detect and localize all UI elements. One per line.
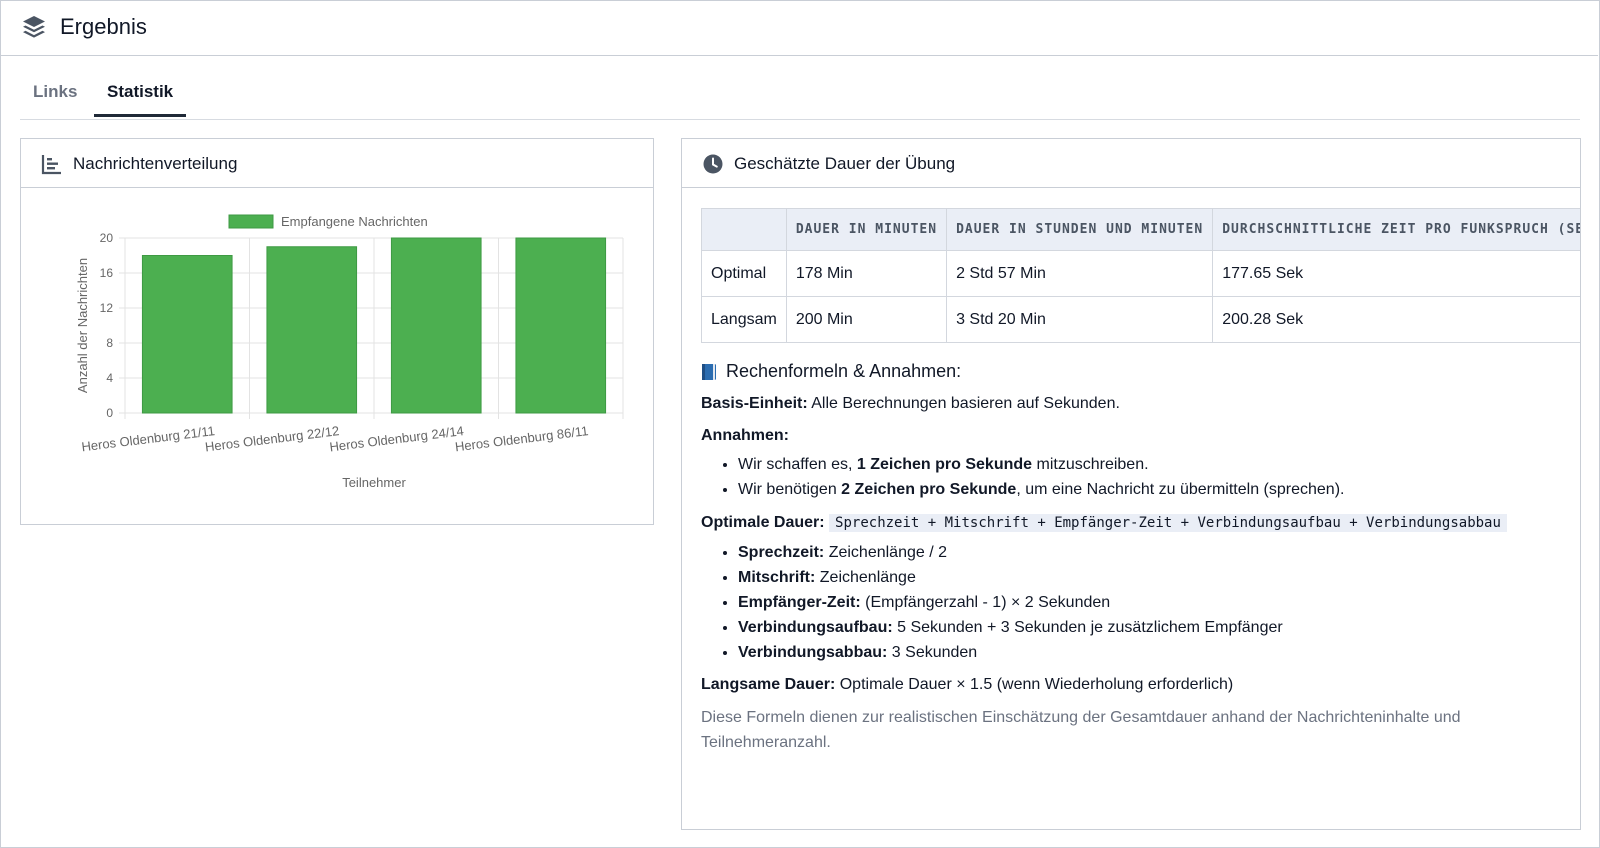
table-cell: 2 Std 57 Min [946, 250, 1214, 297]
page-title: Ergebnis [60, 14, 147, 39]
bar [515, 237, 607, 414]
formulas-title-text: Rechenformeln & Annahmen: [726, 361, 962, 381]
legend-label: Empfangene Nachrichten [281, 214, 428, 229]
formulas-title: Rechenformeln & Annahmen: [701, 361, 1561, 382]
clock-icon [703, 154, 723, 174]
item-label: Sprechzeit: [738, 544, 825, 561]
card-header: Nachrichtenverteilung [21, 139, 653, 188]
item-text: Zeichenlänge [819, 569, 916, 586]
slow-label: Langsame Dauer: [701, 676, 836, 693]
slow-text: Optimale Dauer × 1.5 (wenn Wiederholung … [839, 676, 1234, 693]
y-tick-label: 12 [100, 301, 114, 315]
x-tick-label: Heros Oldenburg 22/12 [204, 423, 340, 454]
item-text: 5 Sekunden + 3 Sekunden je zusätzlichem … [897, 619, 1283, 636]
assumption-bold: 2 Zeichen pro Sekunde [841, 481, 1017, 498]
assumptions-heading: Annahmen: [701, 424, 1561, 448]
formulas-section: Rechenformeln & Annahmen: Basis-Einheit:… [701, 361, 1561, 763]
item-label: Mitschrift: [738, 569, 816, 586]
duration-table: DAUER IN MINUTEN DAUER IN STUNDEN UND MI… [701, 208, 1580, 343]
active-tab-indicator [94, 114, 186, 117]
x-tick-label: Heros Oldenburg 21/11 [81, 423, 216, 454]
tab-bar: Links Statistik [20, 72, 1580, 120]
slow-duration: Langsame Dauer: Optimale Dauer × 1.5 (we… [701, 673, 1561, 697]
tab-statistik[interactable]: Statistik [107, 82, 174, 101]
item-text: Zeichenlänge / 2 [828, 544, 948, 561]
message-distribution-card: Nachrichtenverteilung 0 4 8 12 16 20 Heros Old… [20, 138, 654, 525]
legend-swatch [228, 214, 274, 229]
card-header: Geschätzte Dauer der Übung [682, 139, 1580, 188]
list-item: Verbindungsabbau: 3 Sekunden [738, 640, 1561, 665]
table-cell: 3 Std 20 Min [946, 296, 1214, 343]
optimal-label: Optimale Dauer: [701, 514, 825, 531]
bar [141, 255, 233, 414]
formula-items-list: Sprechzeit: Zeichenlänge / 2 Mitschrift:… [701, 540, 1561, 665]
y-tick-label: 0 [106, 406, 113, 420]
assumptions-label: Annahmen: [701, 427, 789, 444]
assumptions-list: Wir schaffen es, 1 Zeichen pro Sekunde m… [701, 452, 1561, 502]
formulas-note: Diese Formeln dienen zur realistischen E… [701, 709, 1461, 751]
column-header: DAUER IN STUNDEN UND MINUTEN [946, 208, 1214, 251]
list-item: Empfänger-Zeit: (Empfängerzahl - 1) × 2 … [738, 590, 1561, 615]
item-label: Empfänger-Zeit: [738, 594, 861, 611]
list-item: Verbindungsaufbau: 5 Sekunden + 3 Sekund… [738, 615, 1561, 640]
y-tick-label: 16 [100, 266, 114, 280]
assumption-bold: 1 Zeichen pro Sekunde [856, 456, 1033, 473]
y-tick-label: 20 [100, 231, 114, 245]
table-cell: 200.28 Sek [1212, 296, 1580, 343]
bar-chart-icon [41, 155, 61, 175]
table-cell: Optimal [701, 250, 787, 297]
bar [390, 237, 482, 414]
x-axis-title: Teilnehmer [342, 475, 406, 490]
y-tick-label: 4 [106, 371, 113, 385]
table-cell: 177.65 Sek [1212, 250, 1580, 297]
page-header: Ergebnis [0, 0, 1598, 56]
list-item: Wir schaffen es, 1 Zeichen pro Sekunde m… [738, 452, 1561, 477]
optimal-formula: Sprechzeit + Mitschrift + Empfänger-Zeit… [829, 514, 1507, 532]
item-label: Verbindungsaufbau: [738, 619, 893, 636]
x-tick-label: Heros Oldenburg 86/11 [454, 423, 589, 454]
list-item: Sprechzeit: Zeichenlänge / 2 [738, 540, 1561, 565]
card-title: Nachrichtenverteilung [73, 154, 238, 173]
column-header: DAUER IN MINUTEN [785, 208, 948, 251]
table-row: Optimal 178 Min 2 Std 57 Min 177.65 Sek [701, 250, 1580, 297]
basis-text: Alle Berechnungen basieren auf Sekunden. [811, 395, 1120, 412]
tab-links[interactable]: Links [33, 82, 78, 101]
table-header-row: DAUER IN MINUTEN DAUER IN STUNDEN UND MI… [701, 208, 1580, 251]
x-tick-label: Heros Oldenburg 24/14 [329, 423, 465, 454]
optimal-duration: Optimale Dauer: Sprechzeit + Mitschrift … [701, 510, 1561, 536]
assumption-text: , um eine Nachricht zu übermitteln (spre… [1016, 481, 1345, 498]
assumption-text: Wir schaffen es, [738, 456, 853, 473]
basis-label: Basis-Einheit: [701, 395, 808, 412]
list-item: Wir benötigen 2 Zeichen pro Sekunde, um … [738, 477, 1561, 502]
table-cell: Langsam [701, 296, 787, 343]
table-row: Langsam 200 Min 3 Std 20 Min 200.28 Sek [701, 296, 1580, 343]
item-label: Verbindungsabbau: [738, 644, 888, 661]
assumption-text: Wir benötigen [738, 481, 837, 498]
duration-card: Geschätzte Dauer der Übung DAUER IN MINU… [681, 138, 1581, 830]
y-axis-title: Anzahl der Nachrichten [75, 258, 90, 393]
table-cell: 178 Min [785, 250, 948, 297]
column-header [701, 208, 787, 251]
assumption-text: mitzuschreiben. [1036, 456, 1149, 473]
column-header: DURCHSCHNITTLICHE ZEIT PRO FUNKSPRUCH (S… [1212, 208, 1580, 251]
y-tick-label: 8 [106, 336, 113, 350]
table-cell: 200 Min [785, 296, 948, 343]
item-text: (Empfängerzahl - 1) × 2 Sekunden [865, 594, 1111, 611]
bar [266, 246, 358, 414]
basis-unit: Basis-Einheit: Alle Berechnungen basiere… [701, 392, 1561, 416]
item-text: 3 Sekunden [891, 644, 978, 661]
card-title: Geschätzte Dauer der Übung [734, 154, 956, 173]
layers-icon [23, 16, 45, 38]
list-item: Mitschrift: Zeichenlänge [738, 565, 1561, 590]
book-icon [702, 363, 716, 380]
